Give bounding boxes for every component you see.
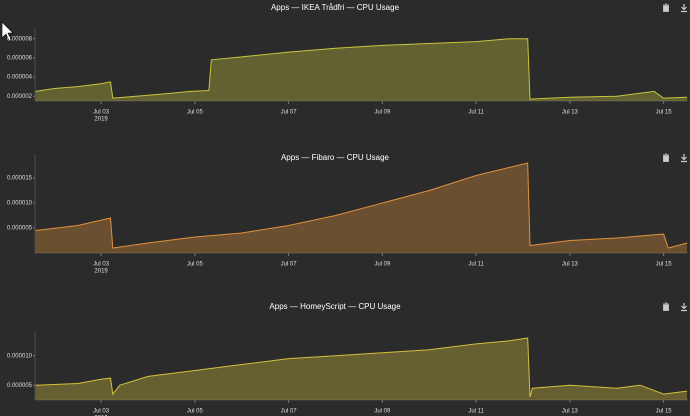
x-tick-label: Jul 11 [468, 409, 484, 415]
mouse-cursor [1, 21, 14, 42]
y-tick-label: 0.000005 [7, 226, 33, 232]
chart-title: Apps — HomeyScript — CPU Usage [269, 302, 401, 311]
area-fill [35, 163, 688, 253]
x-tick-label: Jul 05 [187, 409, 204, 415]
y-tick-label: 0.000005 [7, 383, 33, 389]
y-tick-label: 0.000004 [7, 75, 33, 81]
year-label: 2019 [94, 269, 108, 275]
x-tick-label: Jul 07 [281, 262, 298, 268]
y-tick-label: 0.000006 [7, 55, 33, 61]
x-tick-label: Jul 13 [562, 262, 579, 268]
y-tick-label: 0.000010 [7, 201, 33, 207]
x-tick-label: Jul 07 [281, 110, 298, 116]
x-tick-label: Jul 05 [187, 262, 204, 268]
y-tick-label: 0.000010 [7, 353, 33, 359]
area-fill [35, 38, 688, 101]
x-tick-label: Jul 13 [562, 409, 579, 415]
x-tick-label: Jul 11 [468, 262, 484, 268]
x-tick-label: Jul 15 [656, 262, 673, 268]
year-label: 2019 [94, 117, 108, 123]
delete-button[interactable] [663, 153, 669, 162]
area-fill [35, 338, 688, 400]
download-button[interactable] [681, 154, 687, 163]
x-tick-label: Jul 13 [562, 110, 579, 116]
x-tick-label: Jul 03 [93, 262, 110, 268]
x-tick-label: Jul 09 [374, 110, 391, 116]
delete-button[interactable] [663, 3, 669, 12]
area-line [35, 162, 688, 249]
delete-button[interactable] [663, 302, 669, 311]
download-button[interactable] [681, 303, 687, 312]
x-tick-label: Jul 09 [374, 262, 391, 268]
x-tick-label: Jul 03 [93, 409, 110, 415]
x-tick-label: Jul 03 [93, 110, 110, 116]
x-tick-label: Jul 07 [281, 409, 298, 415]
x-tick-label: Jul 09 [374, 409, 391, 415]
y-tick-label: 0.000002 [7, 94, 33, 100]
chart-title: Apps — IKEA Trådfri — CPU Usage [271, 3, 400, 12]
x-tick-label: Jul 11 [468, 110, 484, 116]
chart-title: Apps — Fibaro — CPU Usage [281, 153, 390, 162]
y-tick-label: 0.000015 [7, 176, 33, 182]
x-tick-label: Jul 15 [656, 409, 673, 415]
download-button[interactable] [681, 4, 687, 13]
y-tick-label: 0.000008 [7, 36, 33, 42]
area-line [35, 337, 688, 398]
area-line [35, 38, 688, 100]
x-tick-label: Jul 15 [656, 110, 673, 116]
x-tick-label: Jul 05 [187, 110, 204, 116]
